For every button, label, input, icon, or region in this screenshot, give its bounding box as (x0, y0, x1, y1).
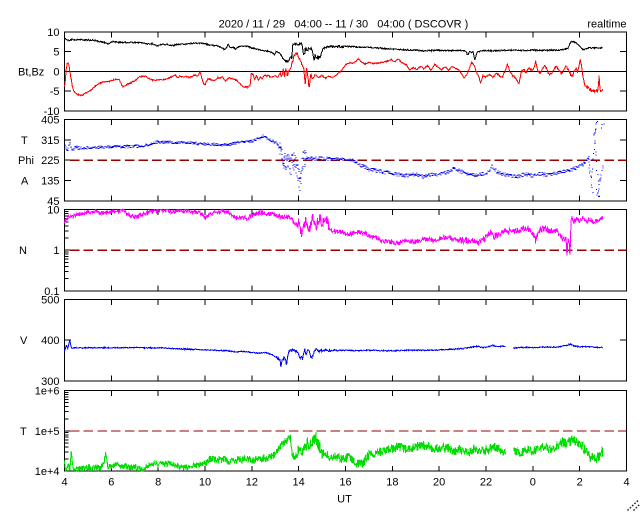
svg-text:45: 45 (47, 196, 59, 208)
svg-text:2: 2 (577, 476, 583, 488)
svg-text:12: 12 (246, 476, 258, 488)
svg-text:N: N (19, 245, 27, 257)
svg-text:14: 14 (293, 476, 305, 488)
svg-text:1: 1 (53, 245, 59, 257)
svg-text:6: 6 (108, 476, 114, 488)
svg-text:0: 0 (530, 476, 536, 488)
svg-text:18: 18 (386, 476, 398, 488)
svg-text:500: 500 (41, 295, 59, 307)
svg-text:10: 10 (199, 476, 211, 488)
svg-text:315: 315 (41, 135, 59, 147)
svg-text:135: 135 (41, 176, 59, 188)
svg-text:2020 / 11 / 29 04:00 -- 11 /: 2020 / 11 / 29 04:00 -- 11 / 30 04:00 ( … (219, 19, 469, 31)
svg-text:8: 8 (155, 476, 161, 488)
svg-text:1e+5: 1e+5 (35, 426, 60, 438)
svg-text:16: 16 (339, 476, 351, 488)
svg-text:10: 10 (47, 205, 59, 217)
svg-text:225: 225 (41, 155, 59, 167)
svg-text:-5: -5 (50, 86, 60, 98)
svg-text:10: 10 (47, 27, 59, 39)
svg-text:300: 300 (41, 376, 59, 388)
svg-text:20: 20 (433, 476, 445, 488)
svg-text:A: A (21, 176, 29, 188)
svg-text:4: 4 (623, 476, 629, 488)
svg-text:T: T (20, 426, 27, 438)
svg-text:Bt,Bz: Bt,Bz (18, 66, 44, 78)
svg-text:0: 0 (53, 66, 59, 78)
svg-text:4: 4 (61, 476, 67, 488)
svg-text:405: 405 (41, 115, 59, 127)
svg-text:Phi: Phi (18, 155, 34, 167)
svg-text:1e+6: 1e+6 (35, 386, 60, 398)
svg-text:5: 5 (53, 47, 59, 59)
svg-text:1e+4: 1e+4 (35, 466, 60, 478)
svg-text:0.1: 0.1 (44, 286, 59, 298)
svg-text:400: 400 (41, 335, 59, 347)
svg-text:V: V (20, 335, 28, 347)
svg-text:22: 22 (480, 476, 492, 488)
svg-text:UT: UT (337, 494, 352, 506)
svg-text:realtime: realtime (587, 19, 626, 31)
svg-text:T: T (21, 135, 28, 147)
svg-text:-10: -10 (44, 106, 60, 118)
